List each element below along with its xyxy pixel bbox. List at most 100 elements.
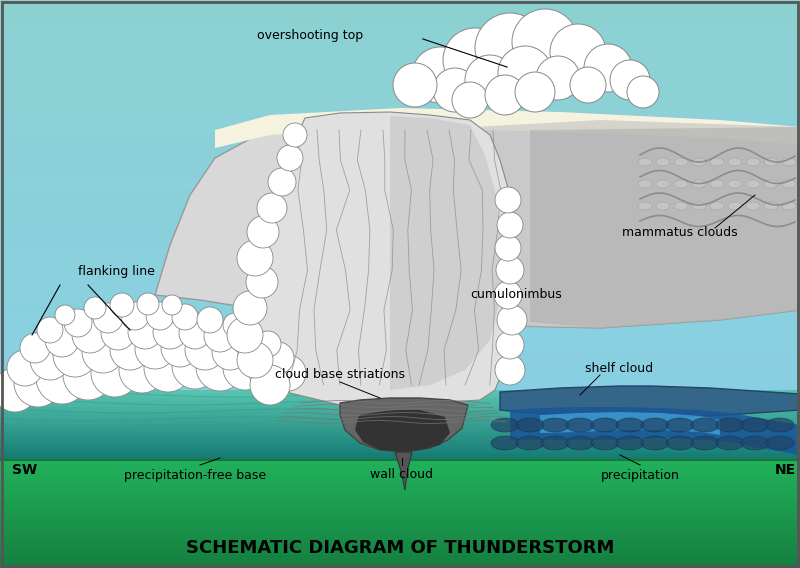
Ellipse shape xyxy=(591,436,619,450)
Circle shape xyxy=(144,344,192,392)
Circle shape xyxy=(452,82,488,118)
Circle shape xyxy=(30,340,70,380)
Text: overshooting top: overshooting top xyxy=(257,28,363,41)
Ellipse shape xyxy=(674,202,688,210)
Circle shape xyxy=(223,313,247,337)
Ellipse shape xyxy=(782,202,796,210)
Ellipse shape xyxy=(616,418,644,432)
Circle shape xyxy=(36,352,88,404)
Text: precipitation-free base: precipitation-free base xyxy=(124,469,266,482)
Ellipse shape xyxy=(656,158,670,166)
Ellipse shape xyxy=(566,418,594,432)
Ellipse shape xyxy=(674,180,688,188)
Circle shape xyxy=(227,317,263,353)
Circle shape xyxy=(262,342,294,374)
Text: cumulonimbus: cumulonimbus xyxy=(470,289,562,302)
Circle shape xyxy=(84,297,106,319)
Text: SW: SW xyxy=(12,463,38,477)
Ellipse shape xyxy=(728,180,742,188)
Circle shape xyxy=(197,307,223,333)
Polygon shape xyxy=(500,386,800,418)
Circle shape xyxy=(153,315,187,349)
Circle shape xyxy=(268,168,296,196)
Circle shape xyxy=(196,343,244,391)
Ellipse shape xyxy=(728,202,742,210)
Circle shape xyxy=(179,317,211,349)
Ellipse shape xyxy=(741,418,769,432)
Circle shape xyxy=(495,187,521,213)
Ellipse shape xyxy=(782,158,796,166)
Circle shape xyxy=(37,317,63,343)
Ellipse shape xyxy=(641,436,669,450)
Circle shape xyxy=(20,333,50,363)
Circle shape xyxy=(536,56,580,100)
Circle shape xyxy=(101,316,135,350)
Circle shape xyxy=(512,9,578,75)
Circle shape xyxy=(433,68,477,112)
Ellipse shape xyxy=(782,180,796,188)
Text: shelf cloud: shelf cloud xyxy=(585,361,653,374)
Ellipse shape xyxy=(638,180,652,188)
Ellipse shape xyxy=(691,436,719,450)
Polygon shape xyxy=(250,112,515,405)
Ellipse shape xyxy=(638,158,652,166)
Ellipse shape xyxy=(516,436,544,450)
Polygon shape xyxy=(510,407,800,455)
Circle shape xyxy=(110,293,134,317)
Ellipse shape xyxy=(746,202,760,210)
Circle shape xyxy=(412,47,468,103)
Circle shape xyxy=(64,309,92,337)
Ellipse shape xyxy=(666,436,694,450)
Circle shape xyxy=(172,343,218,389)
Ellipse shape xyxy=(766,418,794,432)
Ellipse shape xyxy=(741,436,769,450)
Polygon shape xyxy=(540,412,720,435)
Circle shape xyxy=(162,295,182,315)
Circle shape xyxy=(212,334,248,370)
Ellipse shape xyxy=(716,418,744,432)
Circle shape xyxy=(237,342,273,378)
Circle shape xyxy=(443,28,507,92)
Circle shape xyxy=(496,256,524,284)
Circle shape xyxy=(237,240,273,276)
Circle shape xyxy=(128,315,162,349)
Circle shape xyxy=(55,305,75,325)
Circle shape xyxy=(204,320,236,352)
Ellipse shape xyxy=(692,158,706,166)
Text: NE: NE xyxy=(775,463,796,477)
Polygon shape xyxy=(215,108,800,148)
Circle shape xyxy=(91,349,139,397)
Polygon shape xyxy=(395,452,412,490)
Circle shape xyxy=(137,293,159,315)
Circle shape xyxy=(233,291,267,325)
Ellipse shape xyxy=(710,180,724,188)
Text: mammatus clouds: mammatus clouds xyxy=(622,225,738,239)
Circle shape xyxy=(121,302,149,330)
Circle shape xyxy=(7,350,43,386)
Ellipse shape xyxy=(616,436,644,450)
Circle shape xyxy=(247,216,279,248)
Circle shape xyxy=(393,63,437,107)
Circle shape xyxy=(495,235,521,261)
Ellipse shape xyxy=(674,158,688,166)
Circle shape xyxy=(93,303,123,333)
Polygon shape xyxy=(340,398,468,452)
Circle shape xyxy=(246,266,278,298)
Circle shape xyxy=(135,329,175,369)
Circle shape xyxy=(277,145,303,171)
Circle shape xyxy=(584,44,632,92)
Ellipse shape xyxy=(764,180,778,188)
Ellipse shape xyxy=(516,418,544,432)
Circle shape xyxy=(283,123,307,147)
Circle shape xyxy=(161,329,199,367)
Polygon shape xyxy=(420,120,800,328)
Ellipse shape xyxy=(541,436,569,450)
Circle shape xyxy=(570,67,606,103)
Circle shape xyxy=(550,24,606,80)
Circle shape xyxy=(0,368,37,412)
Text: flanking line: flanking line xyxy=(78,265,155,278)
Circle shape xyxy=(82,331,124,373)
Circle shape xyxy=(14,359,62,407)
Circle shape xyxy=(250,365,290,405)
Polygon shape xyxy=(530,127,800,328)
